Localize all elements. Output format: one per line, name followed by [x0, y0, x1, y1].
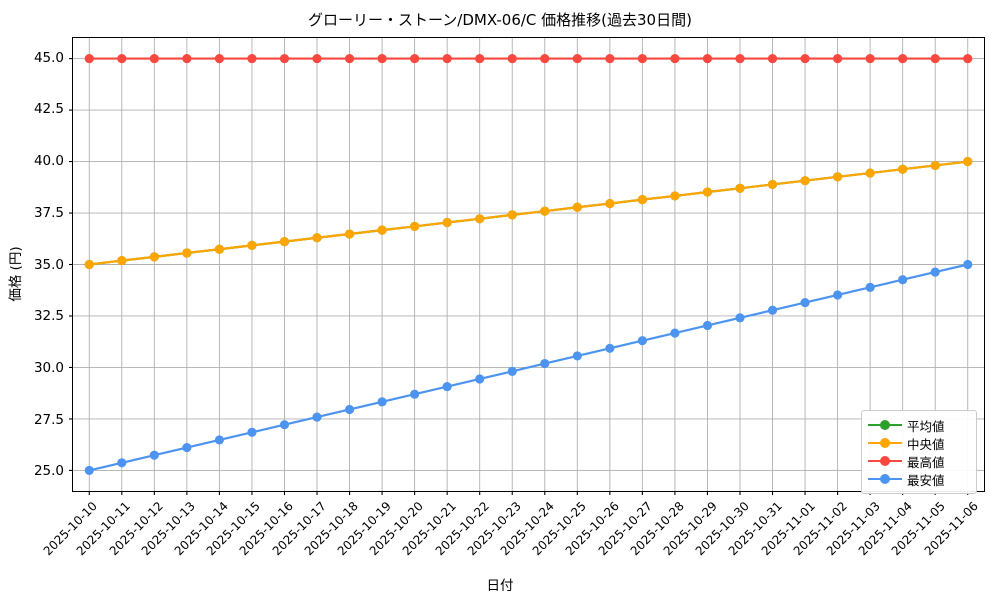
- grid-lines: [73, 38, 984, 491]
- series-最高値: [84, 54, 973, 64]
- plot-area: [69, 37, 985, 495]
- legend-label: 平均値: [907, 418, 945, 434]
- chart-title: グローリー・ストーン/DMX-06/C 価格推移(過去30日間): [308, 11, 692, 29]
- legend-label: 中央値: [907, 436, 945, 452]
- legend-label: 最高値: [907, 454, 945, 470]
- legend-swatch-icon: [868, 418, 902, 432]
- legend-item[interactable]: 最安値: [868, 470, 969, 488]
- legend-item[interactable]: 平均値: [868, 416, 969, 434]
- x-axis-label: 日付: [486, 578, 514, 594]
- legend-swatch-icon: [868, 472, 902, 486]
- data-series: [84, 54, 973, 475]
- series-中央値: [84, 156, 973, 270]
- legend-item[interactable]: 中央値: [868, 434, 969, 452]
- legend-swatch-icon: [868, 436, 902, 450]
- legend-item[interactable]: 最高値: [868, 452, 969, 470]
- series-最安値: [84, 259, 973, 475]
- chart-legend[interactable]: 平均値中央値最高値最安値: [861, 410, 977, 494]
- legend-label: 最安値: [907, 472, 945, 488]
- legend-swatch-icon: [868, 454, 902, 468]
